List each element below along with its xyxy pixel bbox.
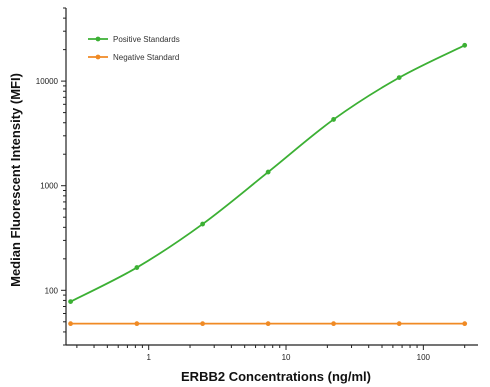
legend-label-negative-standard: Negative Standard xyxy=(113,53,179,62)
positive-standards-point xyxy=(68,299,73,304)
x-tick-label: 10 xyxy=(282,353,291,362)
negative-standard-point xyxy=(200,321,206,327)
negative-standard-point xyxy=(462,321,468,327)
x-axis-title: ERBB2 Concentrations (ng/ml) xyxy=(181,369,371,384)
x-tick-label: 100 xyxy=(417,353,431,362)
negative-standard-point xyxy=(265,321,271,327)
positive-standards-point xyxy=(265,169,271,175)
y-axis-title: Median Fluorescent Intensity (MFI) xyxy=(8,73,23,287)
x-tick-label: 1 xyxy=(146,353,151,362)
axes: 100 1000 10000 1 10 100 xyxy=(36,7,478,362)
y-tick-label: 100 xyxy=(45,286,59,295)
positive-standards-point xyxy=(396,75,402,81)
negative-standard-point xyxy=(68,321,73,327)
legend: Positive Standards Negative Standard xyxy=(88,35,180,62)
positive-standards-point xyxy=(134,265,140,270)
negative-standard-point xyxy=(331,321,336,327)
series-layer xyxy=(68,42,468,327)
y-tick-label: 1000 xyxy=(40,182,58,191)
y-tick-label: 10000 xyxy=(36,77,59,86)
positive-standards-point xyxy=(200,221,206,227)
negative-standard-point xyxy=(134,321,140,327)
legend-marker-positive-standards xyxy=(95,36,101,42)
legend-marker-negative-standard xyxy=(95,54,101,60)
legend-label-positive-standards: Positive Standards xyxy=(113,35,180,44)
positive-standards-point xyxy=(462,42,468,48)
negative-standard-point xyxy=(396,321,402,327)
positive-standards-point xyxy=(331,117,336,122)
